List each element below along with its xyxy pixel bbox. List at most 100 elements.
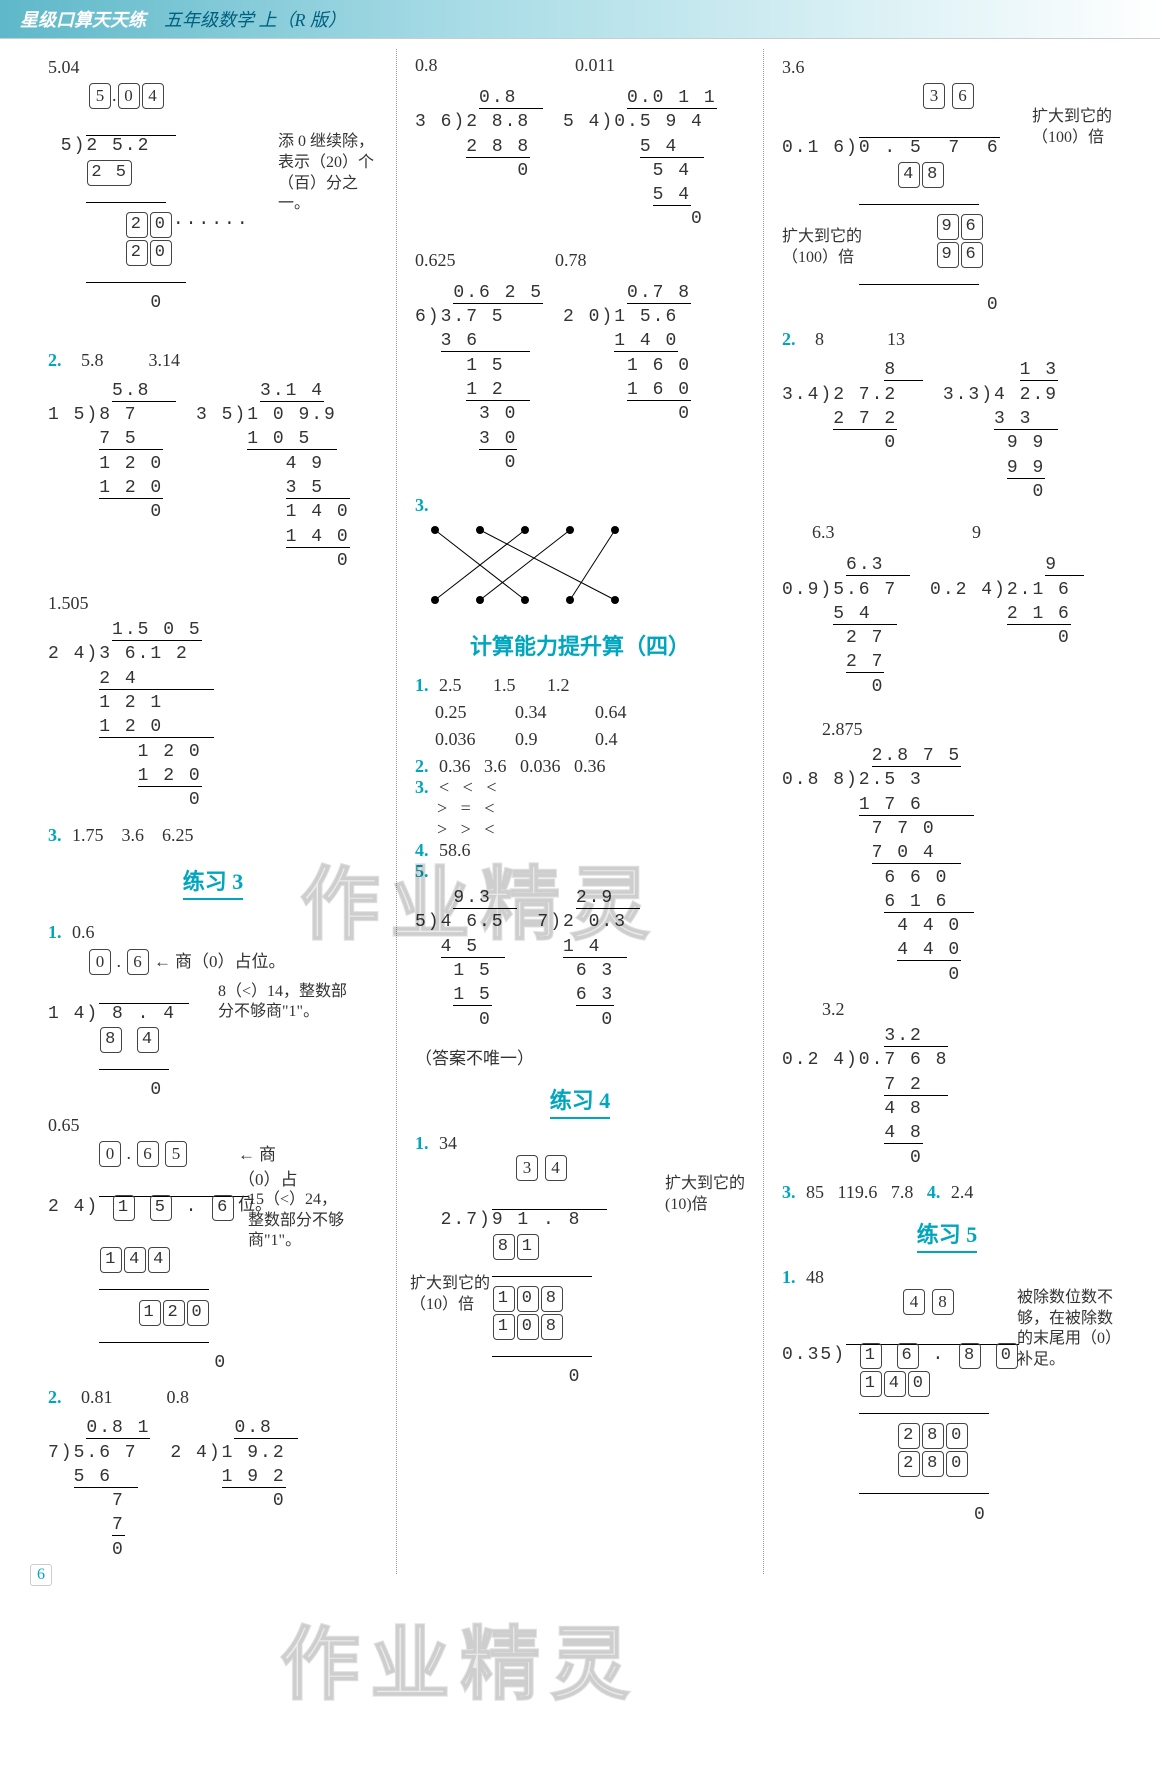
ex3-q1: 1. 0.6 (48, 922, 378, 943)
dots-diagram (415, 520, 635, 610)
s4-q4: 4. 58.6 (415, 840, 745, 861)
s4-q3: 3. < < < (415, 777, 745, 798)
ldiv-06: 0 . 6 商（0）占位。 1 4) 8 . 4 8 4 0 8（<）14，整数… (48, 947, 378, 1103)
ldiv-08: 0.8 2 4)1 9.2 1 9 2 0 (170, 1416, 298, 1513)
a: 3.6 (484, 756, 507, 776)
a: 0.036 (520, 756, 561, 776)
a: 0.34 (515, 702, 565, 723)
ldiv-58-314-row: 5.8 1 5)8 7 7 5 1 2 0 1 2 0 0 3.1 4 3 5)… (48, 375, 378, 585)
note-36r: 扩大到它的（100）倍 (1032, 107, 1122, 149)
ans-314: 3.14 (149, 350, 181, 370)
a: 0.4 (595, 729, 645, 750)
note-34r: 扩大到它的(10)倍 (665, 1174, 745, 1216)
ldiv-8-13-row: 8 3.4)2 7.2 2 7 2 0 1 3 3.3)4 2.9 3 3 9 … (782, 354, 1112, 516)
ldiv-081: 0.8 1 7)5.6 7 5 6 7 7 0 (48, 1416, 150, 1562)
dot: . (112, 85, 117, 105)
s4-q1: 1. 2.5 1.5 1.2 (415, 675, 745, 696)
a: 0.036 (435, 729, 485, 750)
q3-row: 3. 1.75 3.6 6.25 (48, 825, 378, 846)
note-065: 15（<）24，整数部分不够商"1"。 (248, 1190, 348, 1252)
ldiv-504: 5.04 5)2 5.2 2 5 20······ 20 0 添 0 继续除，表… (48, 82, 378, 340)
s4-q1c: 0.036 0.9 0.4 (435, 729, 745, 750)
a: 119.6 (838, 1182, 878, 1202)
q3-dots: 3. (415, 495, 745, 516)
ldiv-93: 9.3 5)4 6.5 4 5 1 5 1 5 0 (415, 886, 517, 1032)
a: < (439, 777, 449, 797)
ldiv-48: 4 8 0.35) 1 6 . 8 0 140 280 280 0 被除数位数不… (782, 1288, 1112, 1527)
a: 0.011 (575, 55, 625, 76)
qnum-2: 2. (415, 756, 429, 776)
s4-q3b: > = < (437, 798, 745, 819)
a: < (484, 798, 494, 818)
a: 9 (972, 522, 1022, 543)
note-504: 添 0 继续除，表示（20）个（百）分之一。 (278, 132, 388, 215)
b: 0 (99, 1141, 121, 1167)
a: 1.5 (493, 675, 516, 695)
box: 0 (89, 949, 111, 975)
qnum-3: 3. (415, 777, 429, 797)
ldiv-078: 0.7 8 2 0)1 5.6 1 4 0 1 6 0 1 6 0 0 (563, 281, 691, 427)
a: 7.8 (891, 1182, 914, 1202)
ldiv-top2-row: 0.8 3 6)2 8.8 2 8 8 0 0.0 1 1 5 4)0.5 9 … (415, 82, 745, 244)
s4-q2: 2. 0.36 3.6 0.036 0.36 (415, 756, 745, 777)
s4-q5: 5. (415, 861, 745, 882)
a: 0.6 (72, 922, 95, 942)
a: 0.25 (435, 702, 485, 723)
a: 6.25 (162, 825, 194, 845)
q2-row: 2. 5.8 3.14 (48, 350, 378, 371)
a: 13 (887, 329, 905, 349)
ans-065: 0.65 (48, 1115, 378, 1136)
ldiv-mid2-row: 0.6 2 5 6)3.7 5 3 6 1 5 1 2 3 0 3 0 0 0.… (415, 277, 745, 487)
ex4-q1: 1. 34 (415, 1133, 745, 1154)
ldiv-0625: 0.6 2 5 6)3.7 5 3 6 1 5 1 2 3 0 3 0 0 (415, 281, 543, 475)
a: 34 (439, 1133, 457, 1153)
watermark-2: 作业精灵 (280, 1600, 640, 1716)
box: 5 (89, 83, 111, 109)
ex4-title: 练习 4 (550, 1083, 611, 1119)
ldiv-314: 3.1 4 3 5)1 0 9.9 1 0 5 4 9 3 5 1 4 0 1 … (196, 379, 350, 573)
ldiv-9: 9 0.2 4)2.1 6 2 1 6 0 (930, 553, 1084, 650)
a: 0.36 (439, 756, 471, 776)
qnum-1: 1. (782, 1267, 796, 1287)
qnum-2: 2. (48, 350, 62, 370)
qnum-1: 1. (48, 922, 62, 942)
qnum-3: 3. (415, 495, 429, 515)
a: 0.625 (415, 250, 465, 271)
q3-q4-row: 3. 85 119.6 7.8 4. 2.4 (782, 1182, 1112, 1203)
top-ans-2: 0.8 0.011 (415, 55, 745, 76)
ldiv-36: 3 6 0.1 6)0 . 5 7 6 48 96 96 0 扩大到它的（100… (782, 82, 1112, 317)
a: 2.5 (439, 675, 462, 695)
a: 0.8 (415, 55, 465, 76)
b: 4 (903, 1289, 925, 1315)
box: 2 5 (87, 160, 132, 186)
series-name: 星级口算天天练 (20, 10, 146, 30)
content-columns: 5.04 5.04 5)2 5.2 2 5 20······ 20 0 添 0 … (0, 39, 1160, 1594)
ex5-q1: 1. 48 (782, 1267, 1112, 1288)
ldiv-29: 2.9 7)2 0.3 1 4 6 3 6 3 0 (537, 886, 639, 1032)
note-48r: 被除数位数不够，在被除数的末尾用（0）补足。 (1017, 1288, 1127, 1371)
a: > (437, 798, 447, 818)
q2b-row: 2. 0.81 0.8 (48, 1387, 378, 1408)
qnum-1: 1. (415, 1133, 429, 1153)
ldiv-93-29-row: 9.3 5)4 6.5 4 5 1 5 1 5 0 2.9 7)2 0.3 1 … (415, 882, 745, 1044)
column-2: 0.8 0.011 0.8 3 6)2 8.8 2 8 8 0 0.0 1 1 … (396, 49, 763, 1574)
qnum-3: 3. (48, 825, 62, 845)
d: . (117, 951, 122, 971)
a: 0.36 (574, 756, 606, 776)
ans-36: 3.6 (782, 57, 1112, 78)
a: 8 (815, 329, 824, 349)
mid-ans-2: 0.625 0.78 (415, 250, 745, 271)
s4-q5-note: （答案不唯一） (415, 1044, 745, 1069)
box: 6 (127, 949, 149, 975)
a: 0.78 (555, 250, 605, 271)
q2-row3: 2. 8 13 (782, 329, 1112, 350)
a: 1.75 (72, 825, 104, 845)
ans-1505: 1.505 (48, 593, 378, 614)
a: 1.2 (547, 675, 570, 695)
a: 0.9 (515, 729, 565, 750)
s4-q3c: > > < (437, 819, 745, 840)
ldiv-34: 3 4 2.7)9 1 . 8 81 108 108 0 扩大到它的（10）倍 … (415, 1154, 745, 1389)
ldiv-13: 1 3 3.3)4 2.9 3 3 9 9 9 9 0 (943, 358, 1058, 504)
box: 0 (118, 83, 140, 109)
ldiv-2875: 2.8 7 5 0.8 8)2.5 3 1 7 6 7 7 0 7 0 4 6 … (782, 744, 1112, 987)
